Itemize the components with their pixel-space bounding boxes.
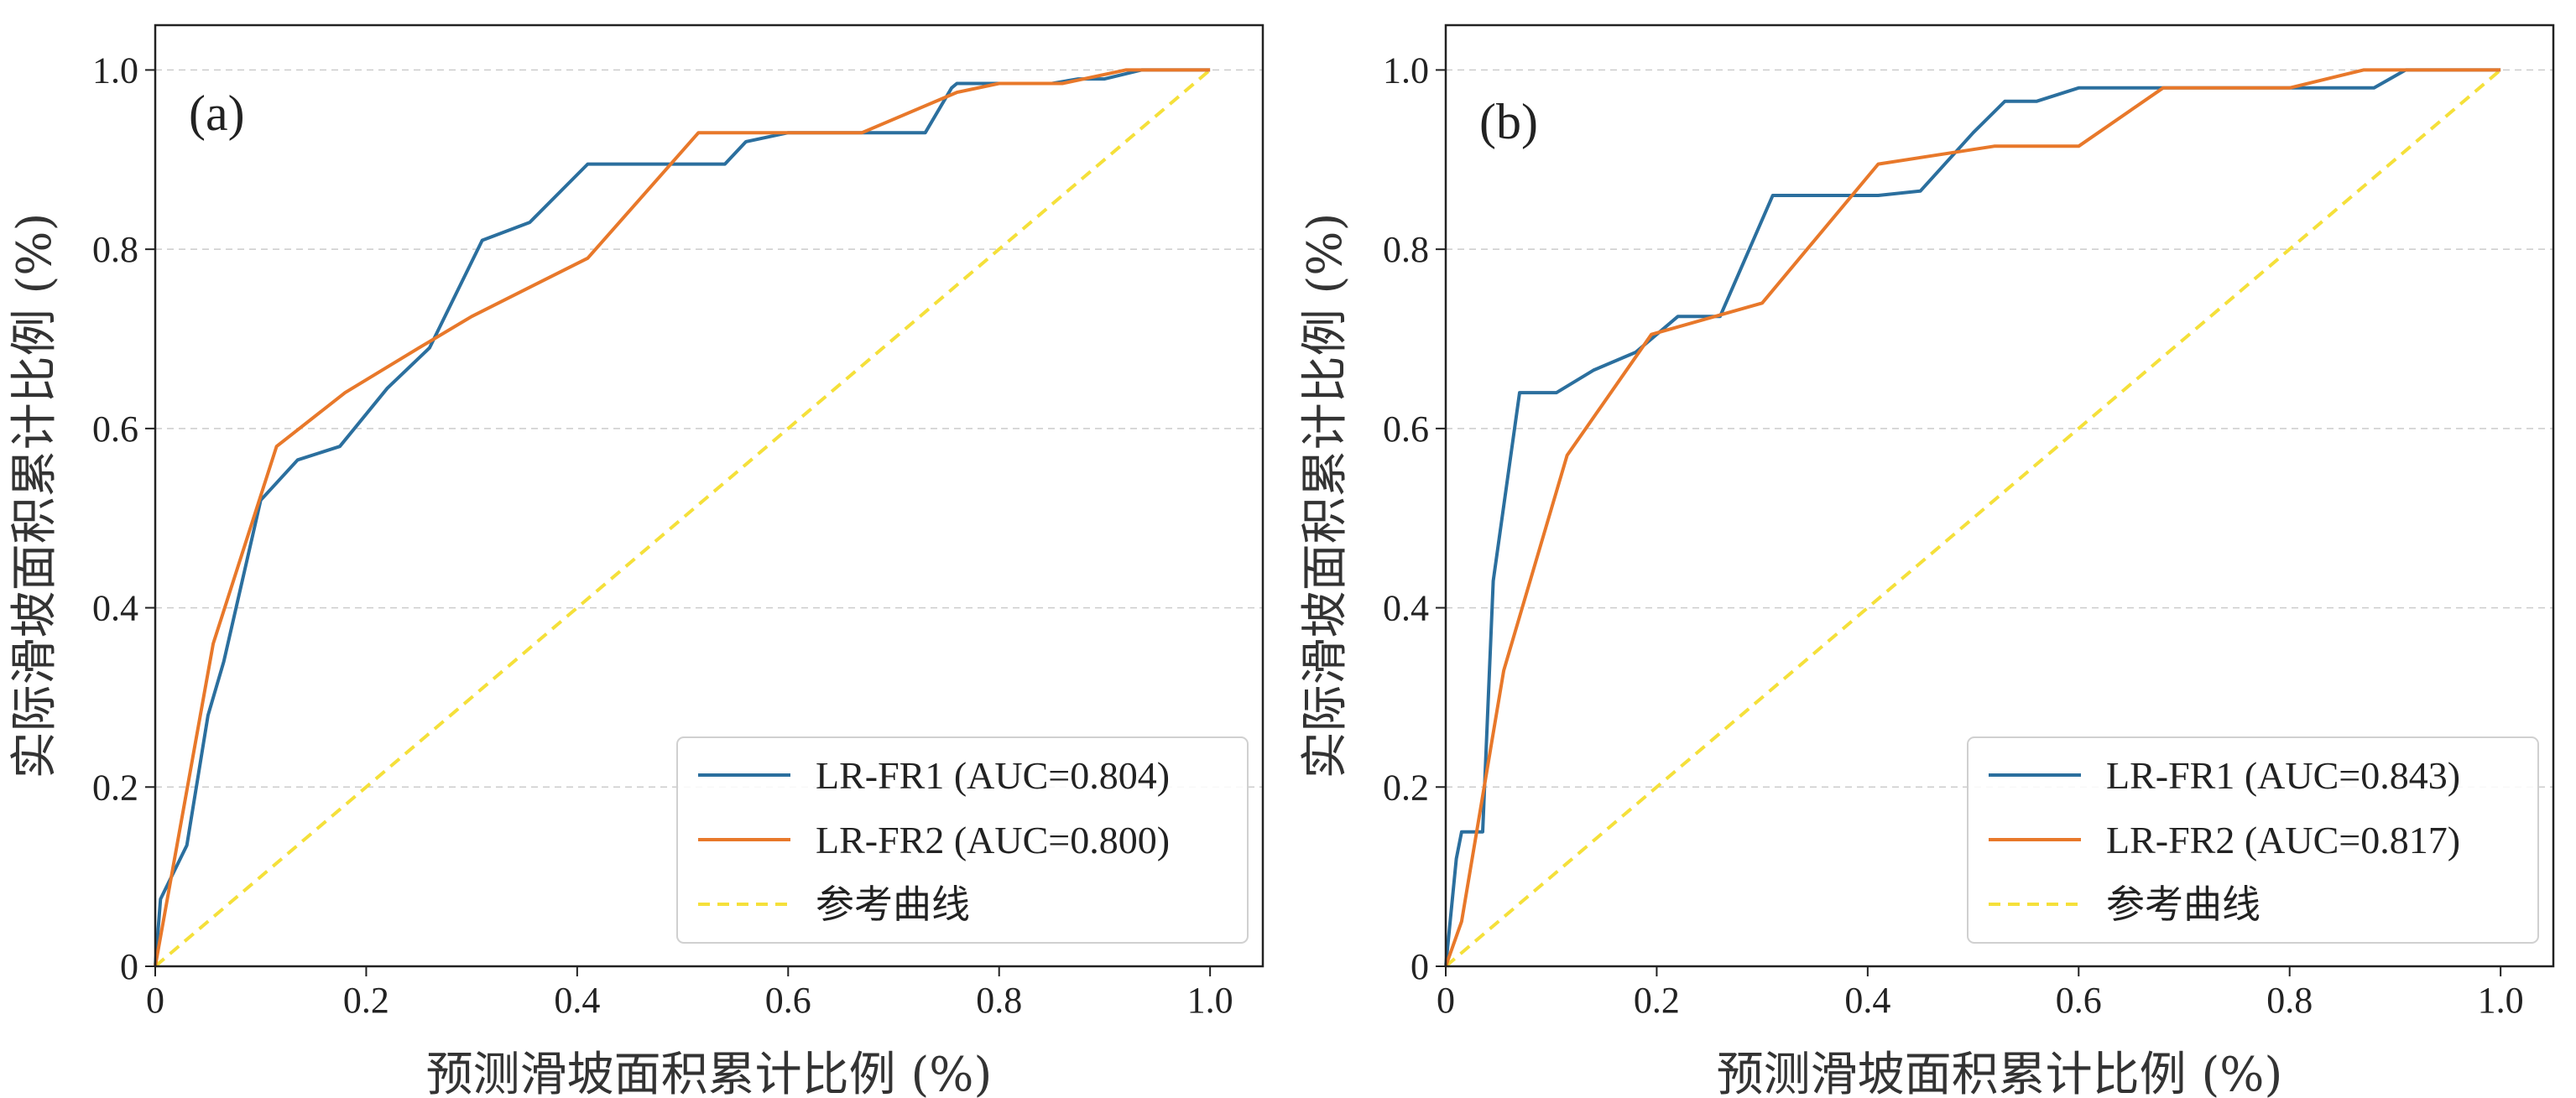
plot-frame	[1444, 23, 2555, 968]
y-tick-label: 0.4	[92, 588, 138, 629]
panel-label: (a)	[189, 86, 245, 141]
x-tick-label: 0	[1437, 980, 1455, 1021]
legend-box	[1967, 736, 2539, 944]
y-tick-label: 0.4	[1383, 588, 1429, 629]
legend-label: LR-FR2 (AUC=0.800)	[816, 819, 1170, 861]
legend-label: 参考曲线	[2106, 883, 2261, 926]
y-tick-label: 0.8	[92, 229, 138, 270]
legend: LR-FR1 (AUC=0.843) LR-FR2 (AUC=0.817) 参考曲线	[1967, 736, 2539, 944]
legend-box	[676, 736, 1249, 944]
legend: LR-FR1 (AUC=0.804) LR-FR2 (AUC=0.800) 参考曲线	[676, 736, 1249, 944]
y-tick-label: 1.0	[1383, 49, 1429, 91]
x-axis-title: 预测滑坡面积累计比例 (%)	[426, 1048, 993, 1098]
x-tick-label: 0.6	[2056, 980, 2102, 1021]
x-tick-label: 0.2	[1634, 980, 1680, 1021]
y-tick-label: 0.6	[92, 408, 138, 450]
x-tick-label: 0.8	[2266, 980, 2313, 1021]
series-line-lr-fr2	[154, 68, 1211, 967]
x-tick-label: 0.2	[343, 980, 389, 1021]
y-tick-label: 0	[120, 946, 138, 987]
y-axis-title: 实际滑坡面积累计比例 (%)	[8, 213, 62, 779]
y-axis-title: 实际滑坡面积累计比例 (%)	[1298, 213, 1353, 779]
chart-panel-a: 0 0.2 0.4 0.6 0.8 1.0 0 0.2 0.4 0.6 0.8 1.0 预测滑坡面积累计…	[8, 23, 1265, 1098]
x-tick-label: 1.0	[1187, 980, 1233, 1021]
y-tick-label: 0.2	[1383, 767, 1429, 808]
series-line-lr-fr1	[1444, 68, 2501, 967]
x-tick-label: 1.0	[2478, 980, 2524, 1021]
legend-label: LR-FR2 (AUC=0.817)	[2106, 819, 2460, 861]
legend-label: LR-FR1 (AUC=0.843)	[2106, 754, 2460, 797]
panel-label: (b)	[1479, 94, 1538, 149]
x-tick-label: 0.6	[765, 980, 811, 1021]
legend-label: LR-FR1 (AUC=0.804)	[816, 754, 1170, 797]
x-tick-label: 0.4	[554, 980, 600, 1021]
x-tick-label: 0.4	[1844, 980, 1890, 1021]
x-axis-title: 预测滑坡面积累计比例 (%)	[1717, 1048, 2283, 1098]
y-tick-label: 0	[1411, 946, 1429, 987]
y-tick-label: 1.0	[92, 49, 138, 91]
y-tick-label: 0.6	[1383, 408, 1429, 450]
y-tick-label: 0.2	[92, 767, 138, 808]
legend-label: 参考曲线	[816, 883, 970, 926]
y-tick-label: 0.8	[1383, 229, 1429, 270]
x-tick-label: 0	[146, 980, 164, 1021]
series-line-lr-fr2	[1444, 68, 2501, 967]
x-tick-label: 0.8	[976, 980, 1022, 1021]
plot-frame	[154, 23, 1265, 968]
chart-panel-b: 0 0.2 0.4 0.6 0.8 1.0 0 0.2 0.4 0.6 0.8 1.0 预测滑坡面积累计…	[1298, 23, 2555, 1098]
